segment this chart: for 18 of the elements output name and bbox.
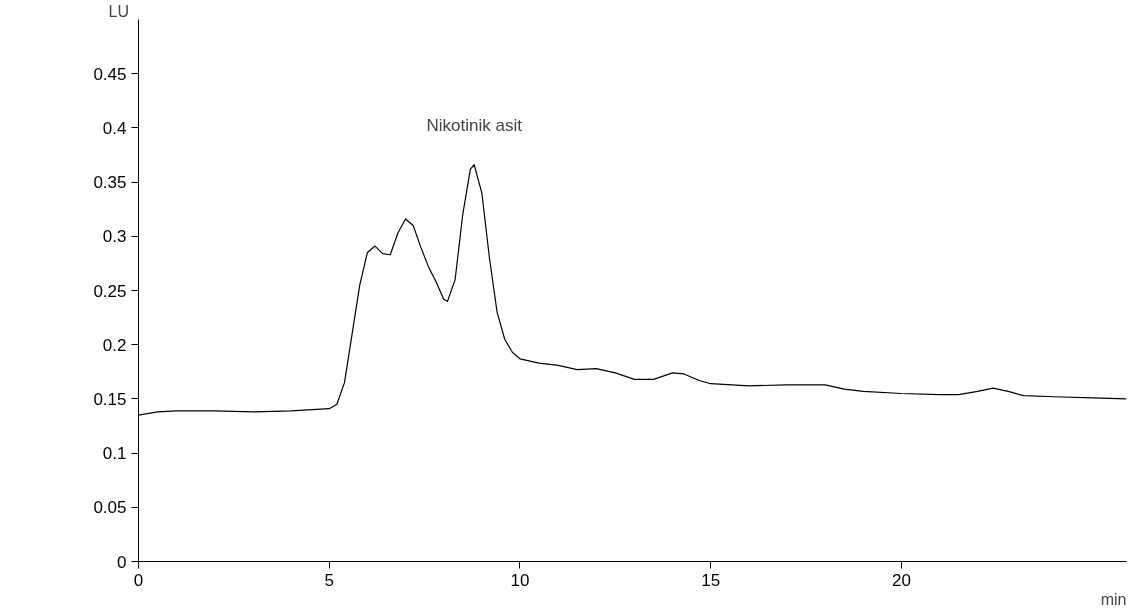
y-tick-label: 0.4 — [102, 118, 127, 138]
y-tick-label: 0.3 — [102, 227, 127, 247]
x-tick-label: 15 — [701, 570, 721, 590]
y-tick-label: 0.15 — [93, 389, 127, 409]
y-axis-title: LU — [108, 2, 129, 20]
y-tick-label: 0.45 — [93, 64, 127, 84]
x-tick-label: 10 — [510, 570, 530, 590]
annotation: Nikotinik asit — [426, 115, 523, 135]
x-tick-label: 20 — [891, 570, 911, 590]
y-tick-label: 0.1 — [102, 444, 127, 464]
y-tick-label: 0.05 — [93, 498, 127, 518]
x-tick-label: 5 — [324, 570, 334, 590]
y-tick-label: 0.2 — [102, 335, 127, 355]
y-tick-label: 0.25 — [93, 281, 127, 301]
x-axis-title: min — [1100, 590, 1127, 608]
y-tick-label: 0.35 — [93, 173, 127, 193]
x-tick-label: 0 — [133, 570, 144, 590]
y-tick-label: 0 — [117, 552, 127, 572]
